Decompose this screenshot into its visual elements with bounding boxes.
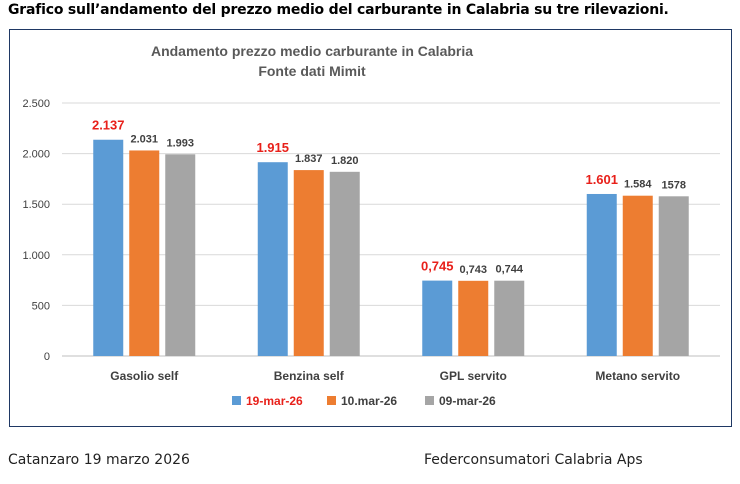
data-label: 0,743 bbox=[459, 264, 487, 276]
x-tick-label: GPL servito bbox=[440, 369, 507, 383]
y-tick-label: 1.000 bbox=[22, 250, 50, 262]
footer-location-date: Catanzaro 19 marzo 2026 bbox=[8, 452, 190, 468]
bar bbox=[458, 280, 489, 356]
data-label: 1.584 bbox=[624, 179, 652, 191]
bar bbox=[293, 170, 324, 356]
bar bbox=[494, 280, 525, 356]
y-tick-label: 0 bbox=[44, 351, 50, 363]
footer-organization: Federconsumatori Calabria Aps bbox=[424, 452, 643, 468]
legend-label: 10.mar-26 bbox=[341, 394, 397, 408]
page-heading: Grafico sull’andamento del prezzo medio … bbox=[8, 2, 669, 18]
bar bbox=[165, 154, 196, 356]
chart-subtitle: Fonte dati Mimit bbox=[258, 63, 366, 79]
legend-label: 09-mar-26 bbox=[439, 394, 496, 408]
data-label: 1.601 bbox=[585, 172, 618, 187]
data-label: 1.837 bbox=[295, 153, 323, 165]
data-label: 1.993 bbox=[166, 137, 194, 149]
legend-swatch bbox=[327, 396, 336, 405]
legend-swatch bbox=[232, 396, 241, 405]
y-tick-label: 2.000 bbox=[22, 149, 50, 161]
x-tick-label: Benzina self bbox=[274, 369, 345, 383]
bar bbox=[129, 150, 160, 356]
bar bbox=[586, 193, 617, 356]
y-tick-label: 500 bbox=[32, 300, 50, 312]
data-label: 2.031 bbox=[130, 133, 158, 145]
data-labels: 2.137 2.031 1.993 1.915 1.837 1.820 0,745 0,743… bbox=[92, 118, 686, 276]
bar bbox=[257, 162, 288, 356]
y-tick-label: 1.500 bbox=[22, 199, 50, 211]
x-tick-label: Metano servito bbox=[595, 369, 680, 383]
y-tick-label: 2.500 bbox=[22, 98, 50, 110]
data-label: 0,745 bbox=[421, 259, 454, 274]
bars bbox=[93, 139, 689, 356]
chart-frame: Andamento prezzo medio carburante in Cal… bbox=[9, 29, 732, 427]
bar bbox=[422, 280, 453, 356]
legend: 19-mar-26 10.mar-26 09-mar-26 bbox=[232, 394, 496, 408]
chart-title: Andamento prezzo medio carburante in Cal… bbox=[151, 43, 473, 59]
data-label: 0,744 bbox=[495, 264, 523, 276]
data-label: 1578 bbox=[662, 179, 686, 191]
y-axis-ticks: 0 500 1.000 1.500 2.000 2.500 bbox=[22, 98, 50, 363]
x-tick-label: Gasolio self bbox=[110, 369, 179, 383]
data-label: 1.915 bbox=[256, 140, 289, 155]
bar bbox=[658, 196, 689, 356]
fuel-price-chart: Andamento prezzo medio carburante in Cal… bbox=[22, 43, 720, 408]
legend-swatch bbox=[425, 396, 434, 405]
bar bbox=[329, 171, 360, 356]
gridlines bbox=[62, 102, 720, 357]
x-axis-labels: Gasolio self Benzina self GPL servito Metan… bbox=[110, 369, 680, 383]
data-label: 1.820 bbox=[331, 155, 359, 167]
bar bbox=[93, 139, 124, 356]
data-label: 2.137 bbox=[92, 118, 125, 133]
bar bbox=[622, 195, 653, 356]
legend-label: 19-mar-26 bbox=[246, 394, 303, 408]
